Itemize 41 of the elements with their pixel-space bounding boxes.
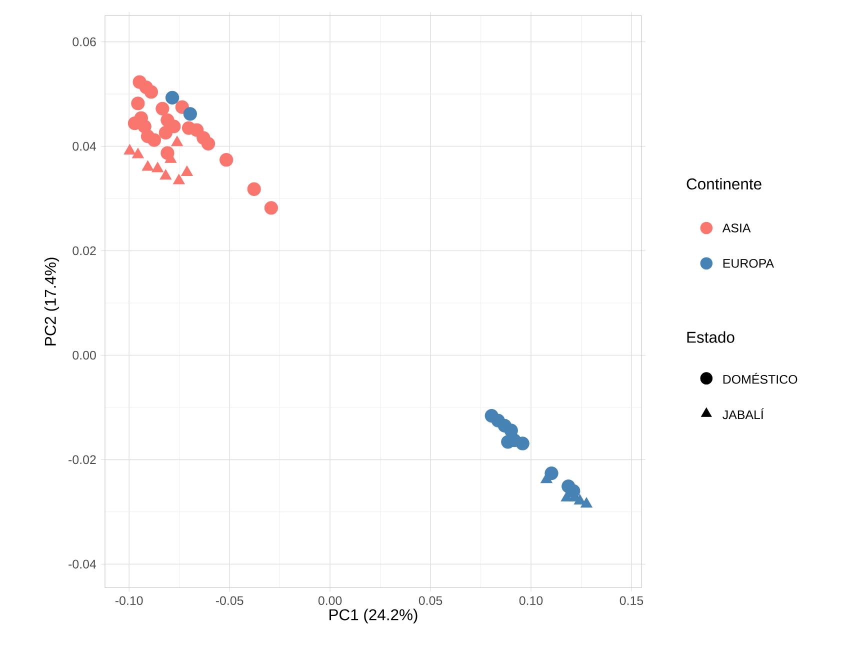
point	[220, 153, 234, 167]
x-axis-title: PC1 (24.2%)	[330, 608, 418, 624]
y-tick-label: -0.02	[68, 455, 96, 464]
legend-label: ASIA	[722, 224, 751, 233]
y-tick-label: -0.04	[68, 560, 96, 569]
point	[574, 494, 586, 505]
point	[580, 497, 592, 508]
point	[144, 85, 158, 99]
point	[247, 182, 261, 196]
y-tick-label: 0.00	[72, 350, 96, 360]
point	[158, 126, 172, 140]
point	[160, 169, 172, 180]
legend-label: EUROPA	[723, 259, 774, 268]
point	[201, 137, 216, 151]
y-axis-title: PC2 (17.4%)	[44, 258, 60, 346]
point	[181, 166, 193, 176]
point	[131, 96, 145, 110]
text: JABALÍ	[722, 408, 764, 420]
point	[147, 133, 162, 148]
x-tick-label: 0.00	[318, 596, 342, 606]
point	[132, 148, 144, 158]
x-tick-label: -0.10	[115, 596, 143, 606]
point	[171, 136, 184, 146]
point	[124, 144, 136, 155]
point	[264, 201, 278, 215]
text: Estado	[687, 331, 734, 343]
y-tick-label: 0.02	[72, 246, 96, 256]
point	[172, 174, 185, 184]
x-tick-label: -0.05	[216, 596, 244, 606]
point	[152, 162, 164, 172]
point	[142, 160, 154, 171]
legend-title: Continente	[686, 178, 762, 190]
text: DOMÉSTICO	[723, 373, 798, 384]
x-tick-label: 0.15	[620, 596, 644, 606]
point	[183, 107, 197, 121]
y-tick-label: 0.04	[72, 142, 96, 151]
point	[165, 91, 180, 105]
y-tick-label: 0.06	[72, 38, 96, 46]
point	[156, 102, 170, 116]
x-tick-label: 0.05	[418, 596, 442, 606]
x-tick-label: 0.10	[519, 596, 543, 606]
